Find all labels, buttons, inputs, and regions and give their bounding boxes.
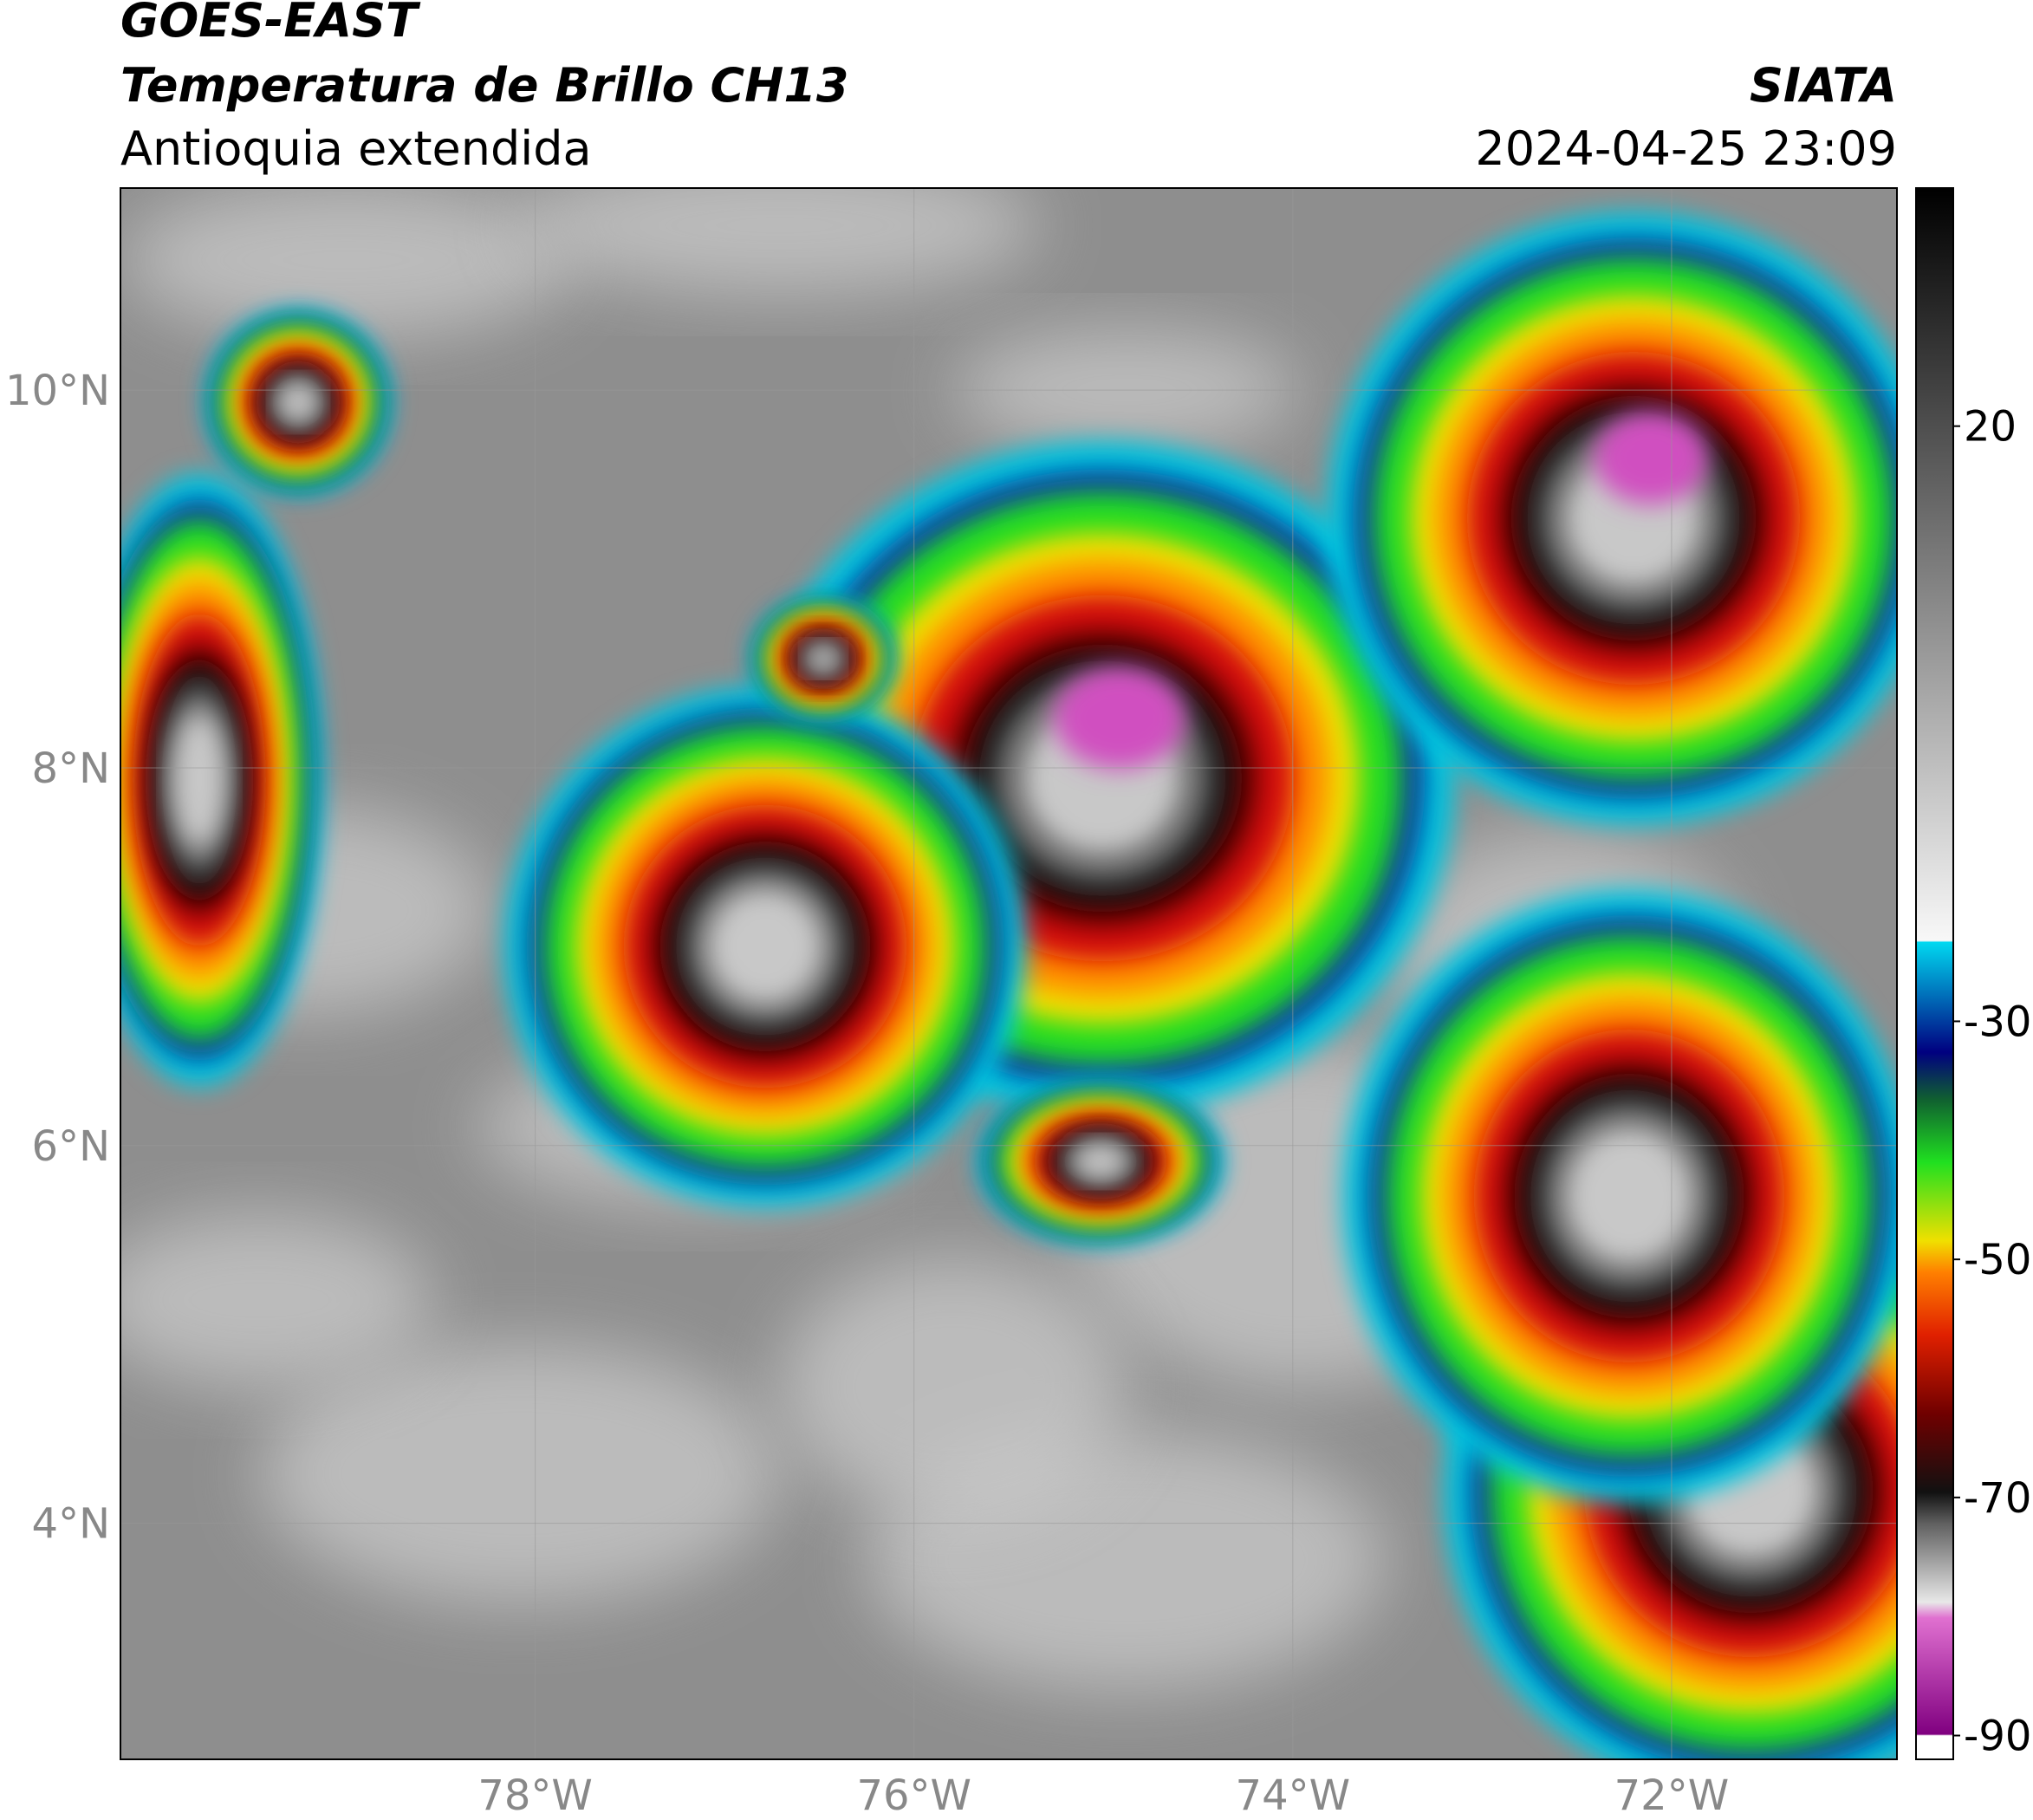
x-tick-label: 76°W <box>856 1771 971 1820</box>
colorbar-tick-label: -30 <box>1964 998 2031 1046</box>
source: SIATA <box>1750 58 1897 113</box>
colorbar-tick-label: -90 <box>1964 1713 2031 1761</box>
storm-layer <box>1566 1128 1692 1264</box>
colorbar-tick-label: -50 <box>1964 1236 2031 1284</box>
storm-core <box>1054 666 1185 770</box>
y-tick-label: 6°N <box>32 1122 110 1171</box>
colorbar-tick-label: -70 <box>1964 1474 2031 1523</box>
region: Antioquia extendida <box>120 121 592 176</box>
timestamp: 2024-04-25 23:09 <box>1475 121 1897 176</box>
subtitle: Temperatura de Brillo CH13 <box>120 58 849 113</box>
storm-layer <box>1073 1143 1128 1180</box>
storm-layer <box>807 645 840 673</box>
y-tick-label: 10°N <box>5 367 110 415</box>
x-tick-label: 78°W <box>477 1771 593 1820</box>
storm-layer <box>277 381 319 423</box>
title: GOES-EAST <box>120 0 421 48</box>
colorbar <box>1915 187 1954 1760</box>
storm-layer <box>172 712 227 848</box>
y-tick-label: 8°N <box>32 744 110 793</box>
x-tick-label: 74°W <box>1236 1771 1351 1820</box>
y-tick-label: 4°N <box>32 1500 110 1549</box>
cloud <box>260 1343 780 1603</box>
storm-core <box>1594 411 1708 504</box>
cloud <box>120 1213 433 1387</box>
cloud <box>780 1257 1127 1517</box>
x-tick-label: 72°W <box>1614 1771 1730 1820</box>
satellite-image <box>120 188 1897 1759</box>
colorbar-tick-label: 20 <box>1964 403 2017 452</box>
storm-layer <box>707 888 823 1004</box>
cloud <box>520 188 1040 295</box>
cloud <box>121 188 572 338</box>
map-frame <box>120 187 1898 1760</box>
